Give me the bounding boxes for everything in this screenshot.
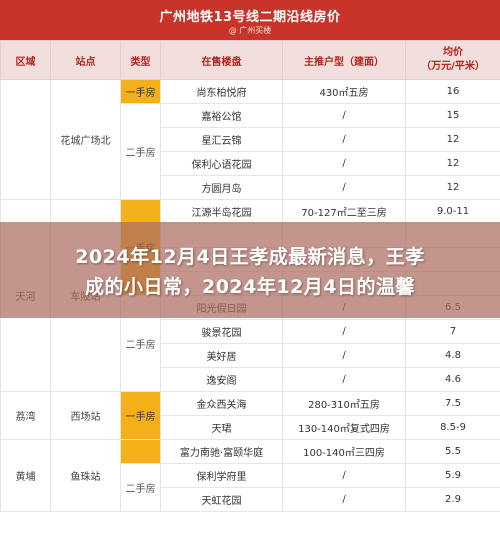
cell-layout: 100-140㎡三四房 <box>282 439 406 464</box>
col-header-type: 类型 <box>120 40 161 80</box>
page-header: 广州地铁13号线二期沿线房价 @ 广州买楼 <box>0 0 500 40</box>
cell-region: 荔湾 <box>0 391 51 440</box>
cell-project: 天虹花园 <box>160 487 283 512</box>
cell-price: 7.5 <box>405 391 500 416</box>
cell-price: 8.5-9 <box>405 415 500 440</box>
cell-price: 4.8 <box>405 343 500 368</box>
cell-project: 尚东柏悦府 <box>160 79 283 104</box>
cell-layout: / <box>282 175 406 200</box>
cell-project: 方圆月岛 <box>160 175 283 200</box>
table-header-row: 区域 站点 类型 在售楼盘 主推户型（建面） 均价 （万元/平米） <box>0 40 500 80</box>
table-row: 二手房 保利学府里/5.9 <box>1 463 500 512</box>
col-header-price: 均价 （万元/平米） <box>405 40 500 80</box>
cell-project: 星汇云锦 <box>160 127 283 152</box>
cell-layout: 430㎡五房 <box>282 79 406 104</box>
cell-layout: 280-310㎡五房 <box>282 391 406 416</box>
headline-overlay: 2024年12月4日王孝成最新消息，王孝 成的小日常，2024年12月4日的温馨 <box>0 222 500 318</box>
cell-layout: 70-127㎡二至三房 <box>282 199 406 224</box>
cell-type: 一手房 <box>120 391 161 440</box>
cell-station: 花城广场北 <box>50 79 121 200</box>
table-row: 天虹花园/2.9 <box>1 487 500 512</box>
cell-price: 2.9 <box>405 487 500 512</box>
cell-project: 骏景花园 <box>160 319 283 344</box>
cell-layout: / <box>282 463 406 488</box>
cell-project: 江源半岛花园 <box>160 199 283 224</box>
col-header-region: 区域 <box>0 40 51 80</box>
col-header-layout: 主推户型（建面） <box>282 40 406 80</box>
table-row: 二手房 嘉裕公馆/15 <box>1 103 500 200</box>
cell-region: 黄埔 <box>0 439 51 512</box>
table-row: 星汇云锦/12 <box>1 127 500 152</box>
col-header-project: 在售楼盘 <box>160 40 283 80</box>
cell-price: 16 <box>405 79 500 104</box>
cell-price: 12 <box>405 127 500 152</box>
cell-price: 15 <box>405 103 500 128</box>
cell-price: 5.9 <box>405 463 500 488</box>
cell-price: 7 <box>405 319 500 344</box>
cell-price: 12 <box>405 175 500 200</box>
cell-project: 金众西关海 <box>160 391 283 416</box>
col-header-station: 站点 <box>50 40 121 80</box>
cell-region <box>0 79 51 200</box>
table-row: 黄埔 鱼珠站 富力南驰·富颐华庭 100-140㎡三四房 5.5 <box>0 439 500 512</box>
cell-project: 保利心语花园 <box>160 151 283 176</box>
table-row: 荔湾 西场站 一手房 金众西关海 280-310㎡五房 7.5 <box>0 391 500 440</box>
cell-project: 保利学府里 <box>160 463 283 488</box>
cell-station: 西场站 <box>50 391 121 440</box>
cell-project: 美好居 <box>160 343 283 368</box>
cell-station: 鱼珠站 <box>50 439 121 512</box>
cell-project: 富力南驰·富颐华庭 <box>160 439 283 464</box>
cell-layout: / <box>282 151 406 176</box>
cell-layout: / <box>282 319 406 344</box>
cell-price: 9.0-11 <box>405 199 500 224</box>
cell-layout: / <box>282 343 406 368</box>
cell-type: 二手房 <box>120 103 161 200</box>
cell-price: 5.5 <box>405 439 500 464</box>
headline-line-1: 2024年12月4日王孝成最新消息，王孝 <box>75 246 425 268</box>
cell-layout: / <box>282 487 406 512</box>
cell-layout: / <box>282 367 406 392</box>
cell-price: 4.6 <box>405 367 500 392</box>
cell-project: 天珺 <box>160 415 283 440</box>
cell-project: 嘉裕公馆 <box>160 103 283 128</box>
cell-type: 一手房 <box>120 79 161 104</box>
cell-layout: / <box>282 127 406 152</box>
headline-line-2: 成的小日常，2024年12月4日的温馨 <box>84 276 416 298</box>
table-row: 花城广场北 一手房 尚东柏悦府 430㎡五房 16 <box>0 79 500 200</box>
cell-type <box>120 439 161 464</box>
cell-project: 逸安阁 <box>160 367 283 392</box>
cell-layout: / <box>282 103 406 128</box>
cell-layout: 130-140㎡复式四房 <box>282 415 406 440</box>
page-subtitle: @ 广州买楼 <box>228 26 272 35</box>
cell-price: 12 <box>405 151 500 176</box>
cell-type: 二手房 <box>120 463 161 512</box>
page-title: 广州地铁13号线二期沿线房价 <box>159 10 341 25</box>
